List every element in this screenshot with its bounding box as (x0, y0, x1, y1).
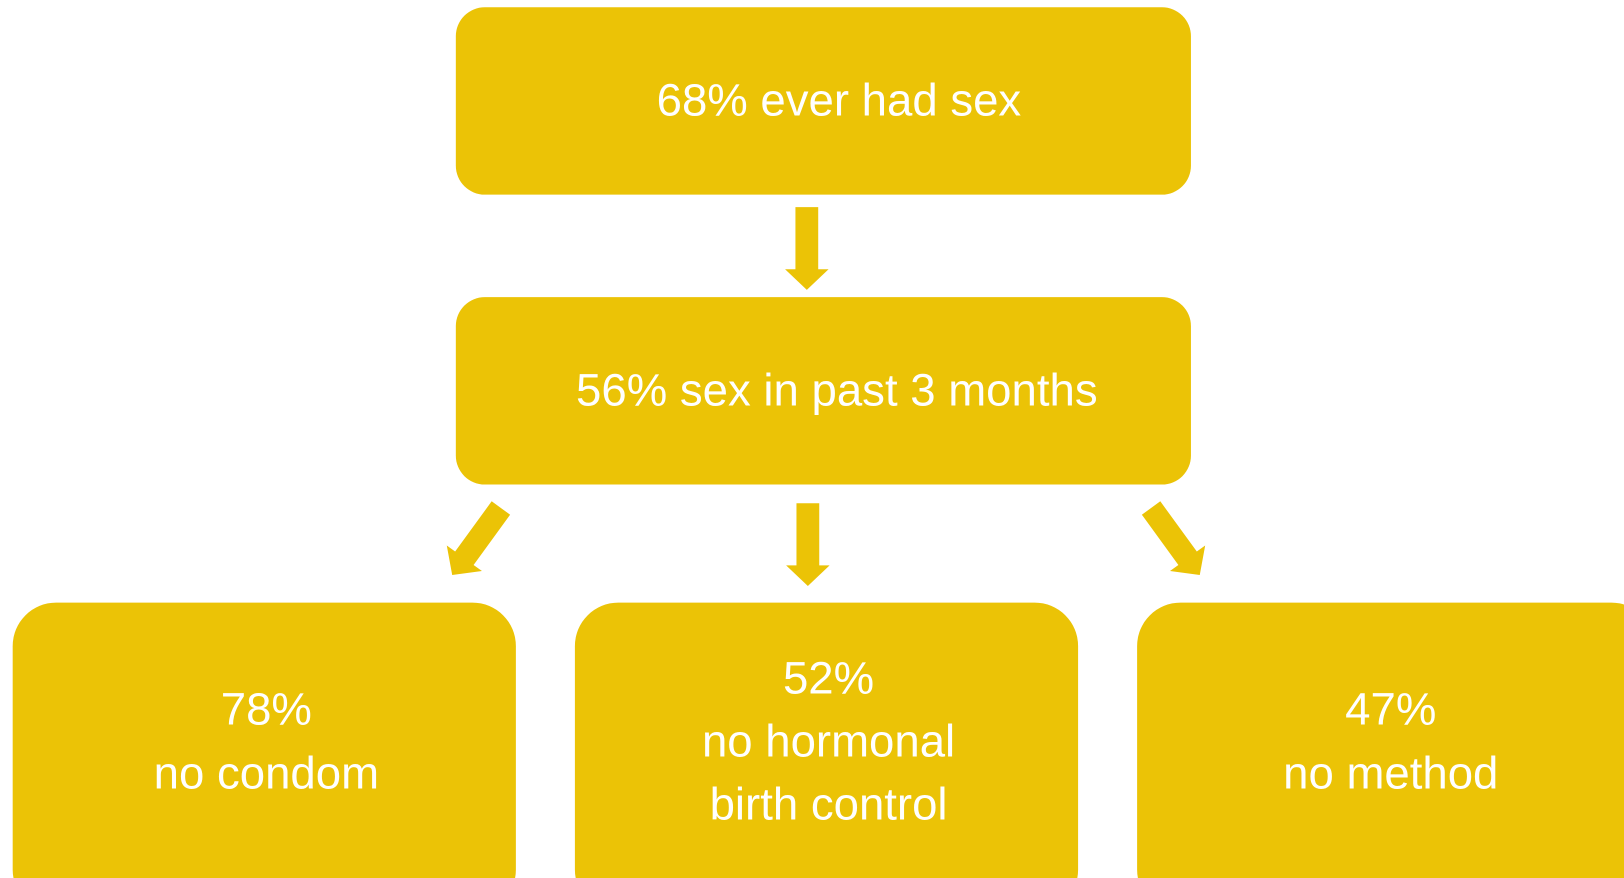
node-box (574, 602, 1079, 878)
node-label: no method (1283, 748, 1498, 799)
node-label: 78% (221, 683, 312, 734)
node-label: 52% (783, 652, 874, 703)
arrow (785, 207, 829, 290)
node-label: birth control (710, 779, 948, 830)
node-label: 47% (1345, 683, 1436, 734)
node-label: 68% ever had sex (657, 75, 1022, 126)
node-label: no hormonal (702, 715, 955, 766)
arrow (446, 501, 511, 576)
arrow (1141, 501, 1206, 576)
node-box (1137, 602, 1624, 878)
node-label: no condom (154, 748, 379, 799)
arrow (786, 503, 830, 587)
node-label: 56% sex in past 3 months (576, 364, 1098, 415)
node-box (455, 297, 1191, 485)
node-box (455, 7, 1191, 195)
node-box (12, 602, 516, 878)
